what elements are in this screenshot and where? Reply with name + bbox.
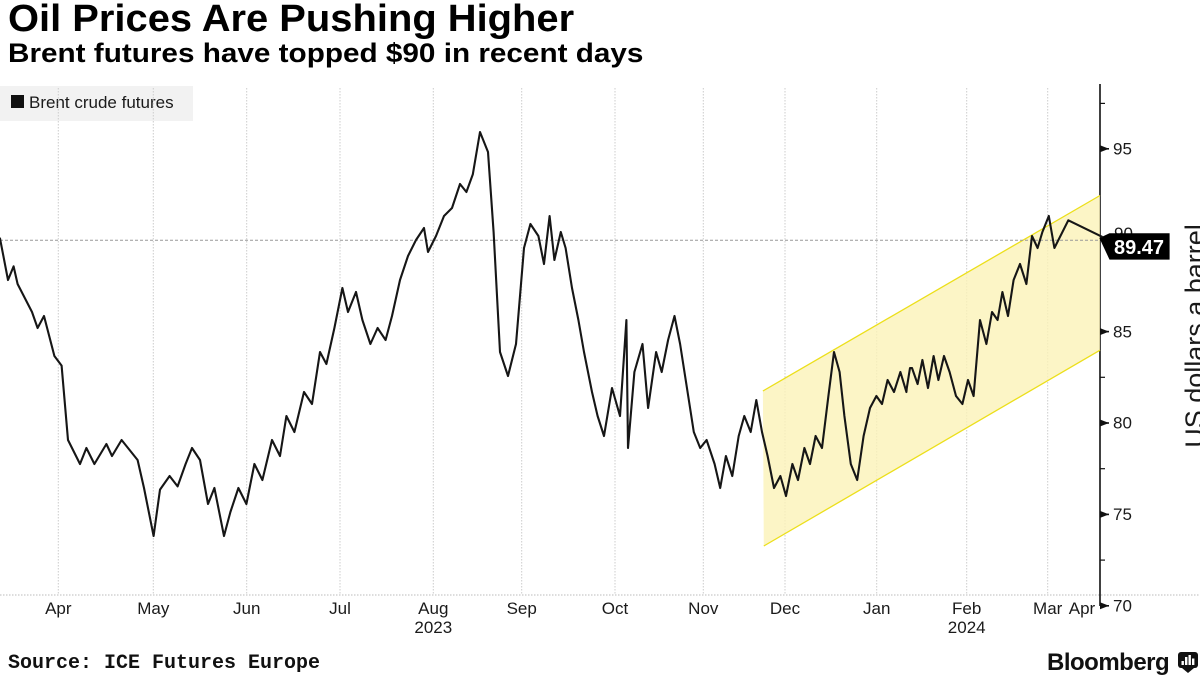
svg-text:80: 80 [1113, 414, 1132, 433]
svg-text:Mar: Mar [1033, 599, 1063, 618]
svg-text:70: 70 [1113, 597, 1132, 616]
svg-text:89.47: 89.47 [1114, 237, 1164, 259]
svg-text:Sep: Sep [507, 599, 537, 618]
svg-text:75: 75 [1113, 505, 1132, 524]
svg-text:Oct: Oct [602, 599, 629, 618]
svg-text:Apr: Apr [45, 599, 72, 618]
svg-text:Apr: Apr [1069, 599, 1096, 618]
svg-text:Jun: Jun [233, 599, 260, 618]
svg-text:Dec: Dec [770, 599, 801, 618]
svg-text:May: May [137, 599, 170, 618]
svg-text:2024: 2024 [948, 618, 986, 637]
svg-text:Aug: Aug [418, 599, 448, 618]
svg-text:85: 85 [1113, 322, 1132, 341]
svg-text:95: 95 [1113, 140, 1132, 159]
svg-text:Feb: Feb [952, 599, 981, 618]
svg-text:Jul: Jul [329, 599, 351, 618]
svg-text:2023: 2023 [414, 618, 452, 637]
svg-text:Jan: Jan [863, 599, 890, 618]
svg-text:Nov: Nov [688, 599, 719, 618]
